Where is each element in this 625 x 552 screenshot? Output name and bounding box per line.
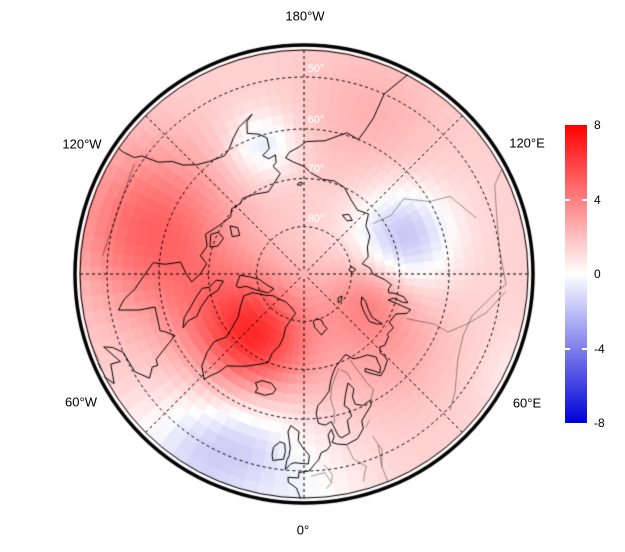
latitude-label-80: 80° — [307, 213, 325, 225]
meridian-label-0: 0° — [296, 522, 310, 538]
meridian-label-120w: 120°W — [62, 136, 102, 152]
colorbar — [565, 125, 587, 423]
colorbar-tick-label-neg4: -4 — [594, 341, 605, 356]
meridian-label-180w: 180°W — [285, 8, 325, 24]
latitude-label-60: 60° — [307, 114, 325, 126]
colorbar-tick-label-0: 0 — [594, 267, 601, 281]
colorbar-white-tick — [565, 347, 570, 350]
colorbar-tick-label-4: 4 — [594, 192, 601, 207]
colorbar-white-tick — [582, 347, 587, 350]
meridian-label-60w: 60°W — [65, 394, 97, 410]
colorbar-white-tick — [582, 198, 587, 201]
colorbar-white-tick — [565, 198, 570, 201]
colorbar-tick-label-8: 8 — [594, 118, 601, 132]
latitude-label-70: 70° — [307, 163, 325, 175]
colorbar-tick-label-neg8: -8 — [594, 416, 605, 430]
latitude-label-50: 50° — [307, 63, 325, 75]
meridian-label-60e: 60°E — [512, 395, 542, 411]
meridian-label-120e: 120°E — [509, 135, 545, 151]
